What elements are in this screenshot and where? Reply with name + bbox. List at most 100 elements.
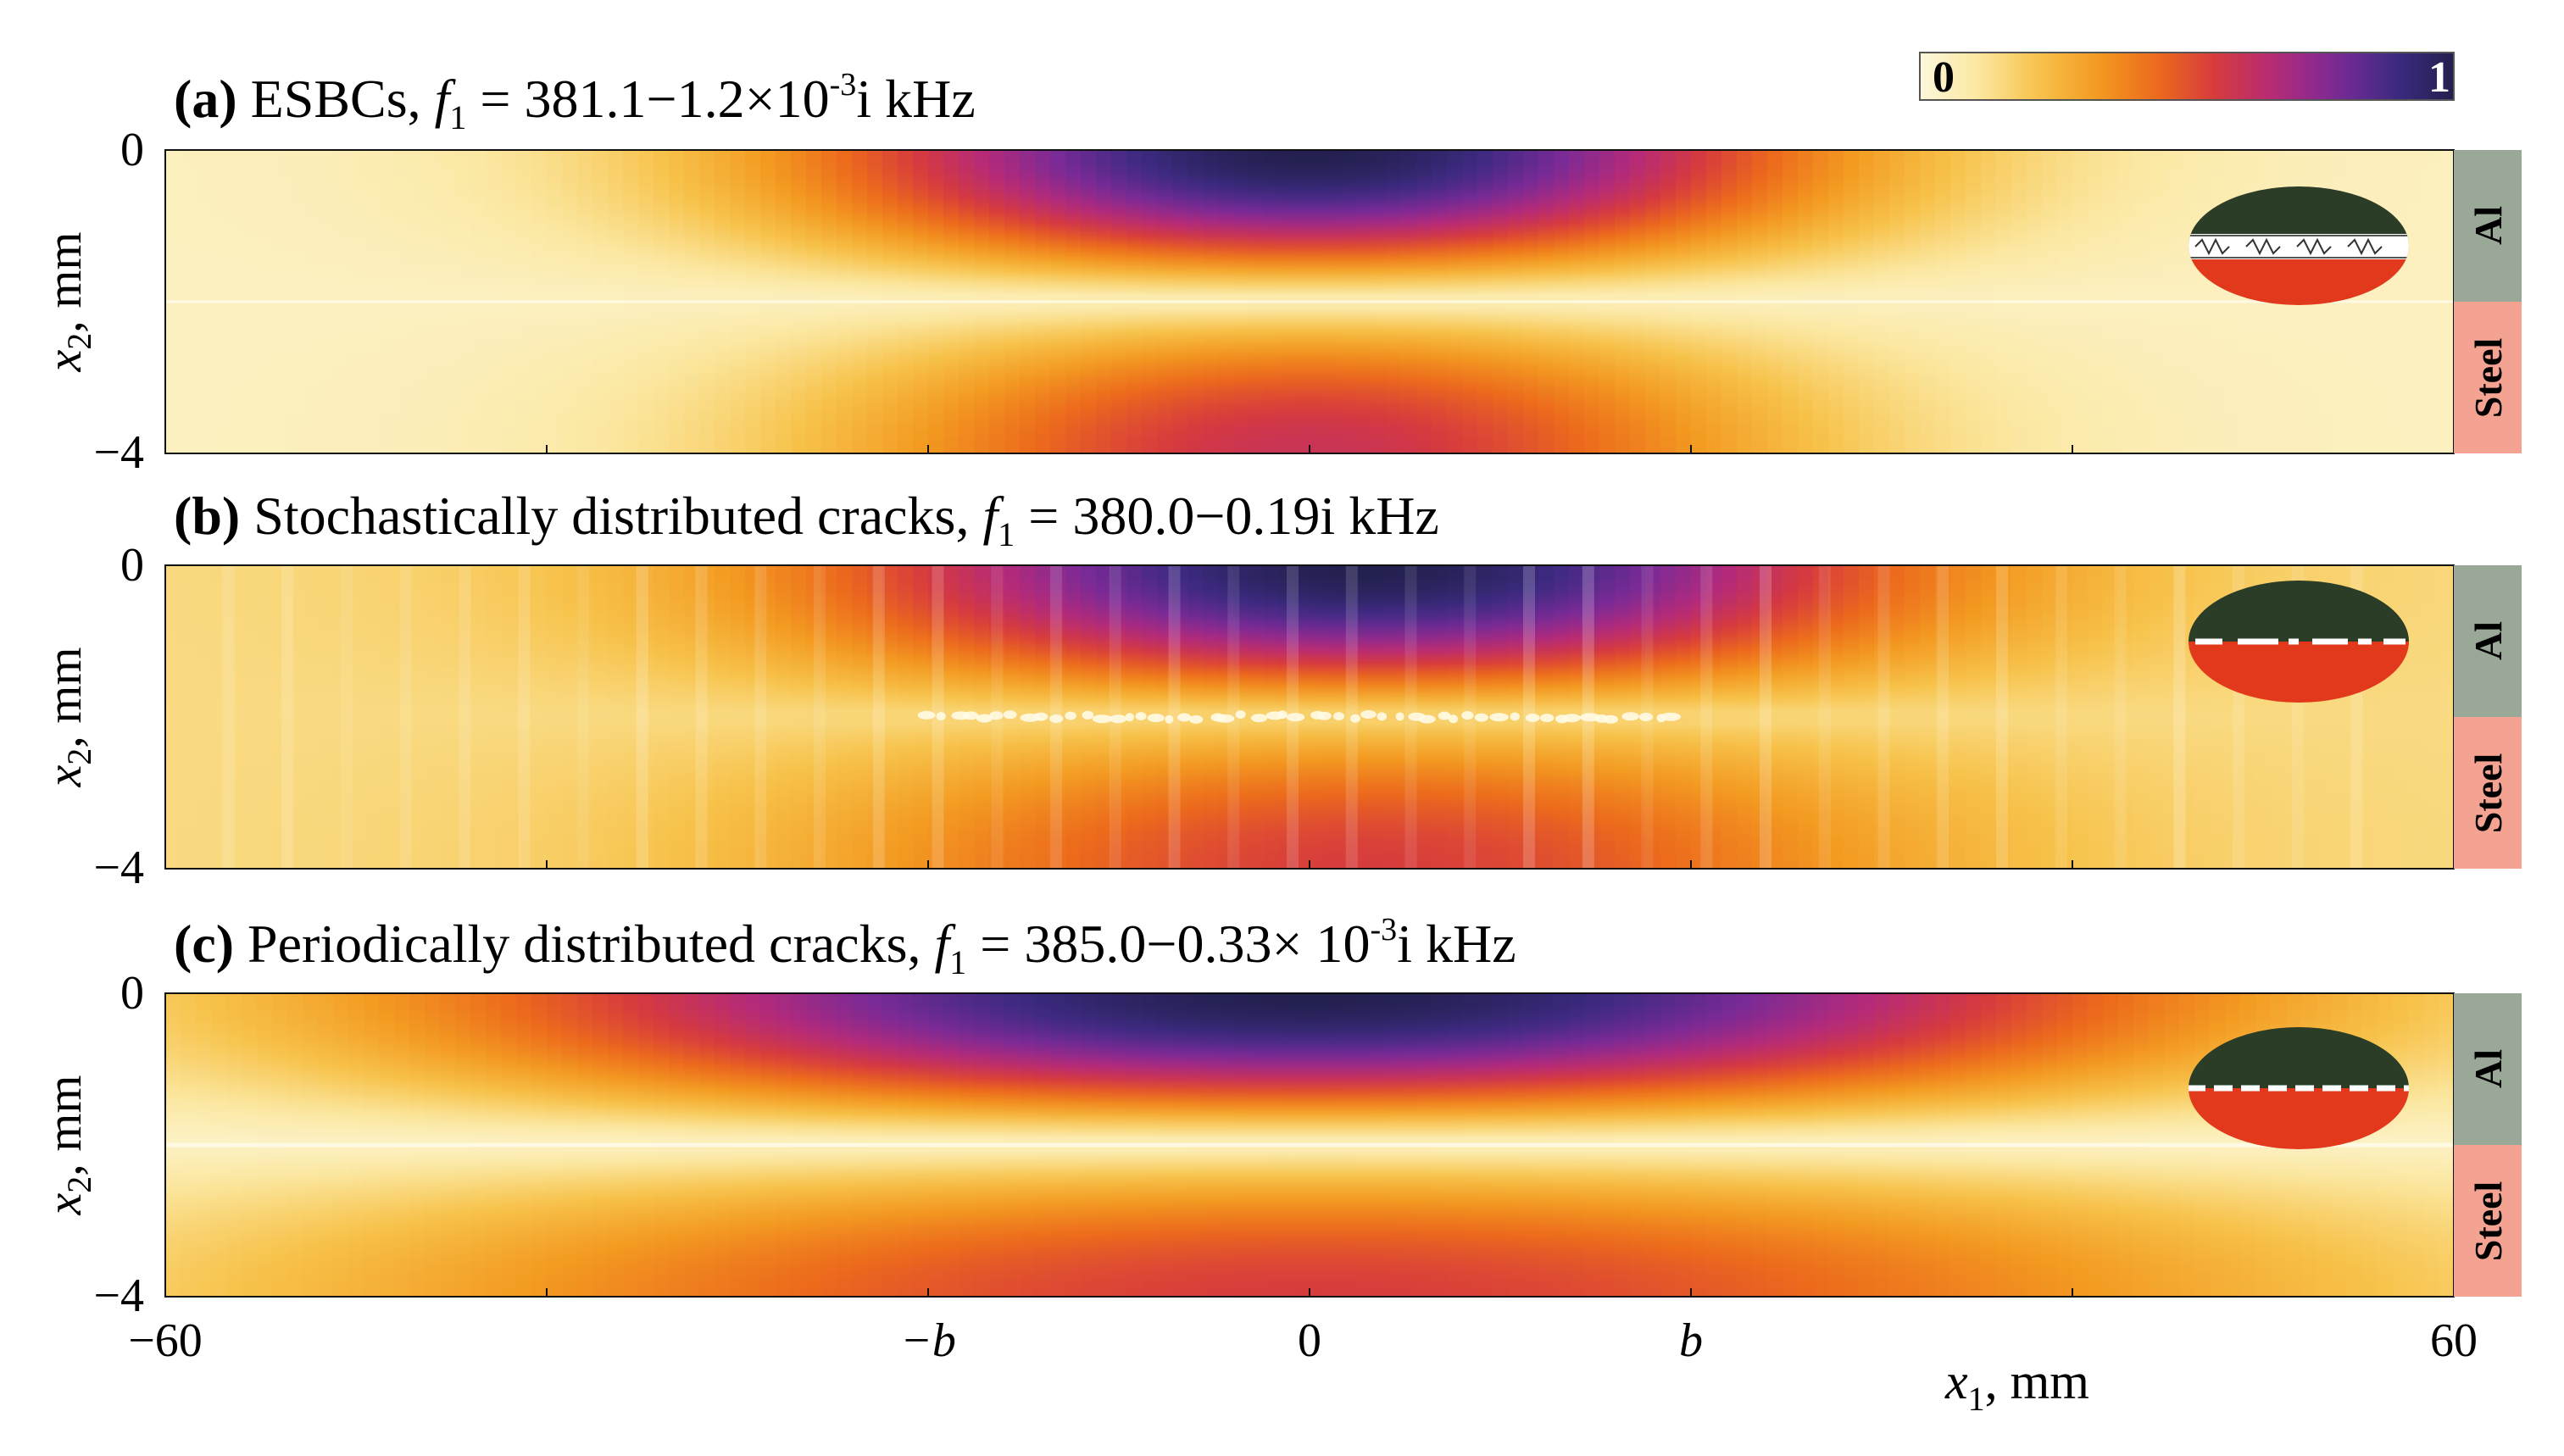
- heatmap-column: [2393, 565, 2409, 869]
- heatmap-column: [1859, 565, 1875, 869]
- heatmap-column: [1721, 565, 1738, 869]
- crack-spot: [1049, 714, 1064, 723]
- crack-spot: [1418, 714, 1436, 724]
- crack-spot: [1135, 712, 1147, 721]
- stochastic-stripe: [222, 565, 235, 869]
- heatmap-column: [516, 565, 532, 869]
- heatmap-column: [547, 565, 563, 869]
- heatmap-column: [1920, 565, 1936, 869]
- heatmap-column: [2408, 565, 2424, 869]
- heatmap-column: [2439, 565, 2455, 869]
- heatmap-column: [531, 565, 548, 869]
- stochastic-stripe: [2114, 565, 2127, 869]
- heatmap-column: [486, 565, 502, 869]
- heatmap-column: [2072, 565, 2088, 869]
- crack-spot: [1360, 710, 1377, 719]
- panel-a-inset-spring-band: [2189, 234, 2409, 259]
- panel-a-y-tick-bottom: −4: [93, 426, 144, 479]
- crack-spot: [917, 710, 936, 720]
- stochastic-stripe: [1996, 565, 2008, 869]
- heatmap-column: [776, 565, 792, 869]
- crack-spot: [1350, 714, 1360, 723]
- heatmap-column: [425, 565, 441, 869]
- stochastic-stripe: [518, 565, 531, 869]
- crack-spot: [1540, 714, 1555, 723]
- heatmap-column: [791, 565, 807, 869]
- crack-spot: [1177, 713, 1192, 722]
- heatmap-column: [1706, 565, 1722, 869]
- heatmap-column: [1798, 565, 1814, 869]
- crack-spot: [1235, 710, 1246, 720]
- heatmap-column: [287, 565, 303, 869]
- panel-c-steel-label: Steel: [2467, 1181, 2510, 1262]
- heatmap-column: [730, 565, 746, 869]
- stochastic-stripe: [577, 565, 589, 869]
- crack-spot: [976, 714, 993, 723]
- stochastic-stripe: [1937, 565, 1949, 869]
- crack-spot: [1621, 712, 1639, 721]
- panel-c-y-tick-bottom: −4: [93, 1270, 144, 1322]
- crack-spot: [1638, 713, 1653, 721]
- panel-b-title: (b) Stochastically distributed cracks, f…: [174, 486, 1439, 553]
- heatmap-column: [1981, 565, 1997, 869]
- heatmap-column: [2423, 565, 2439, 869]
- heatmap-column: [592, 565, 609, 869]
- stochastic-stripe: [1877, 565, 1890, 869]
- heatmap-column: [440, 565, 456, 869]
- heatmap-column: [867, 565, 883, 869]
- heatmap-column: [1340, 565, 1356, 869]
- panel-a-y-axis-label: x2, mm: [36, 232, 98, 373]
- heatmap-column: [1966, 565, 1982, 869]
- panel-b-heatmap: [165, 565, 2455, 869]
- heatmap-column: [2133, 565, 2150, 869]
- panel-a-inset-springs: [2194, 237, 2383, 256]
- heatmap-column: [165, 565, 181, 869]
- stochastic-stripe: [1760, 565, 1771, 869]
- crack-spot: [1562, 714, 1581, 723]
- heatmap-column: [211, 565, 227, 869]
- heatmap-column: [2027, 565, 2043, 869]
- heatmap-column: [364, 565, 380, 869]
- heatmap-column: [1844, 565, 1860, 869]
- heatmap-column: [196, 565, 212, 869]
- heatmap-column: [806, 565, 822, 869]
- crack-spot: [1510, 712, 1520, 721]
- heatmap-column: [1325, 565, 1341, 869]
- x-tick-label: b: [1679, 1314, 1703, 1367]
- crack-spot: [1461, 711, 1474, 720]
- heatmap-column: [715, 565, 731, 869]
- panel-c-x-ticks: −60 −b 0 b 60: [128, 1288, 2478, 1367]
- heatmap-column: [1767, 565, 1783, 869]
- heatmap-column: [821, 565, 837, 869]
- stochastic-stripe: [399, 565, 412, 869]
- stochastic-stripe: [281, 565, 294, 869]
- heatmap-column: [684, 565, 700, 869]
- heatmap-column: [409, 565, 425, 869]
- crack-spot: [1092, 714, 1113, 724]
- stochastic-stripe: [695, 565, 708, 869]
- panel-a-inset-spring-rails: [2189, 235, 2409, 258]
- x-tick-label: 60: [2430, 1314, 2478, 1367]
- crack-spot: [1033, 712, 1048, 721]
- heatmap-column: [348, 565, 364, 869]
- colorbar-gradient: [1920, 53, 2454, 100]
- panel-c-title: (c) Periodically distributed cracks, f1 …: [174, 912, 1516, 981]
- heatmap-column: [852, 565, 868, 869]
- heatmap-column: [1676, 565, 1692, 869]
- stochastic-stripe: [872, 565, 885, 869]
- heatmap-column: [1737, 565, 1753, 869]
- heatmap-column: [760, 565, 776, 869]
- panel-c-y-tick-top: 0: [120, 967, 144, 1020]
- crack-spot: [1603, 714, 1619, 724]
- stochastic-stripe: [1700, 565, 1713, 869]
- heatmap-column: [2042, 565, 2058, 869]
- heatmap-column: [745, 565, 761, 869]
- panel-b: (b) Stochastically distributed cracks, f…: [36, 486, 2522, 894]
- heatmap-column: [2103, 565, 2119, 869]
- crack-spot: [1003, 710, 1017, 720]
- heatmap-column: [1996, 565, 2012, 869]
- panel-b-y-axis-label: x2, mm: [36, 647, 98, 788]
- stochastic-stripe: [1168, 565, 1181, 869]
- crack-spot: [1377, 712, 1388, 721]
- heatmap-column: [837, 565, 853, 869]
